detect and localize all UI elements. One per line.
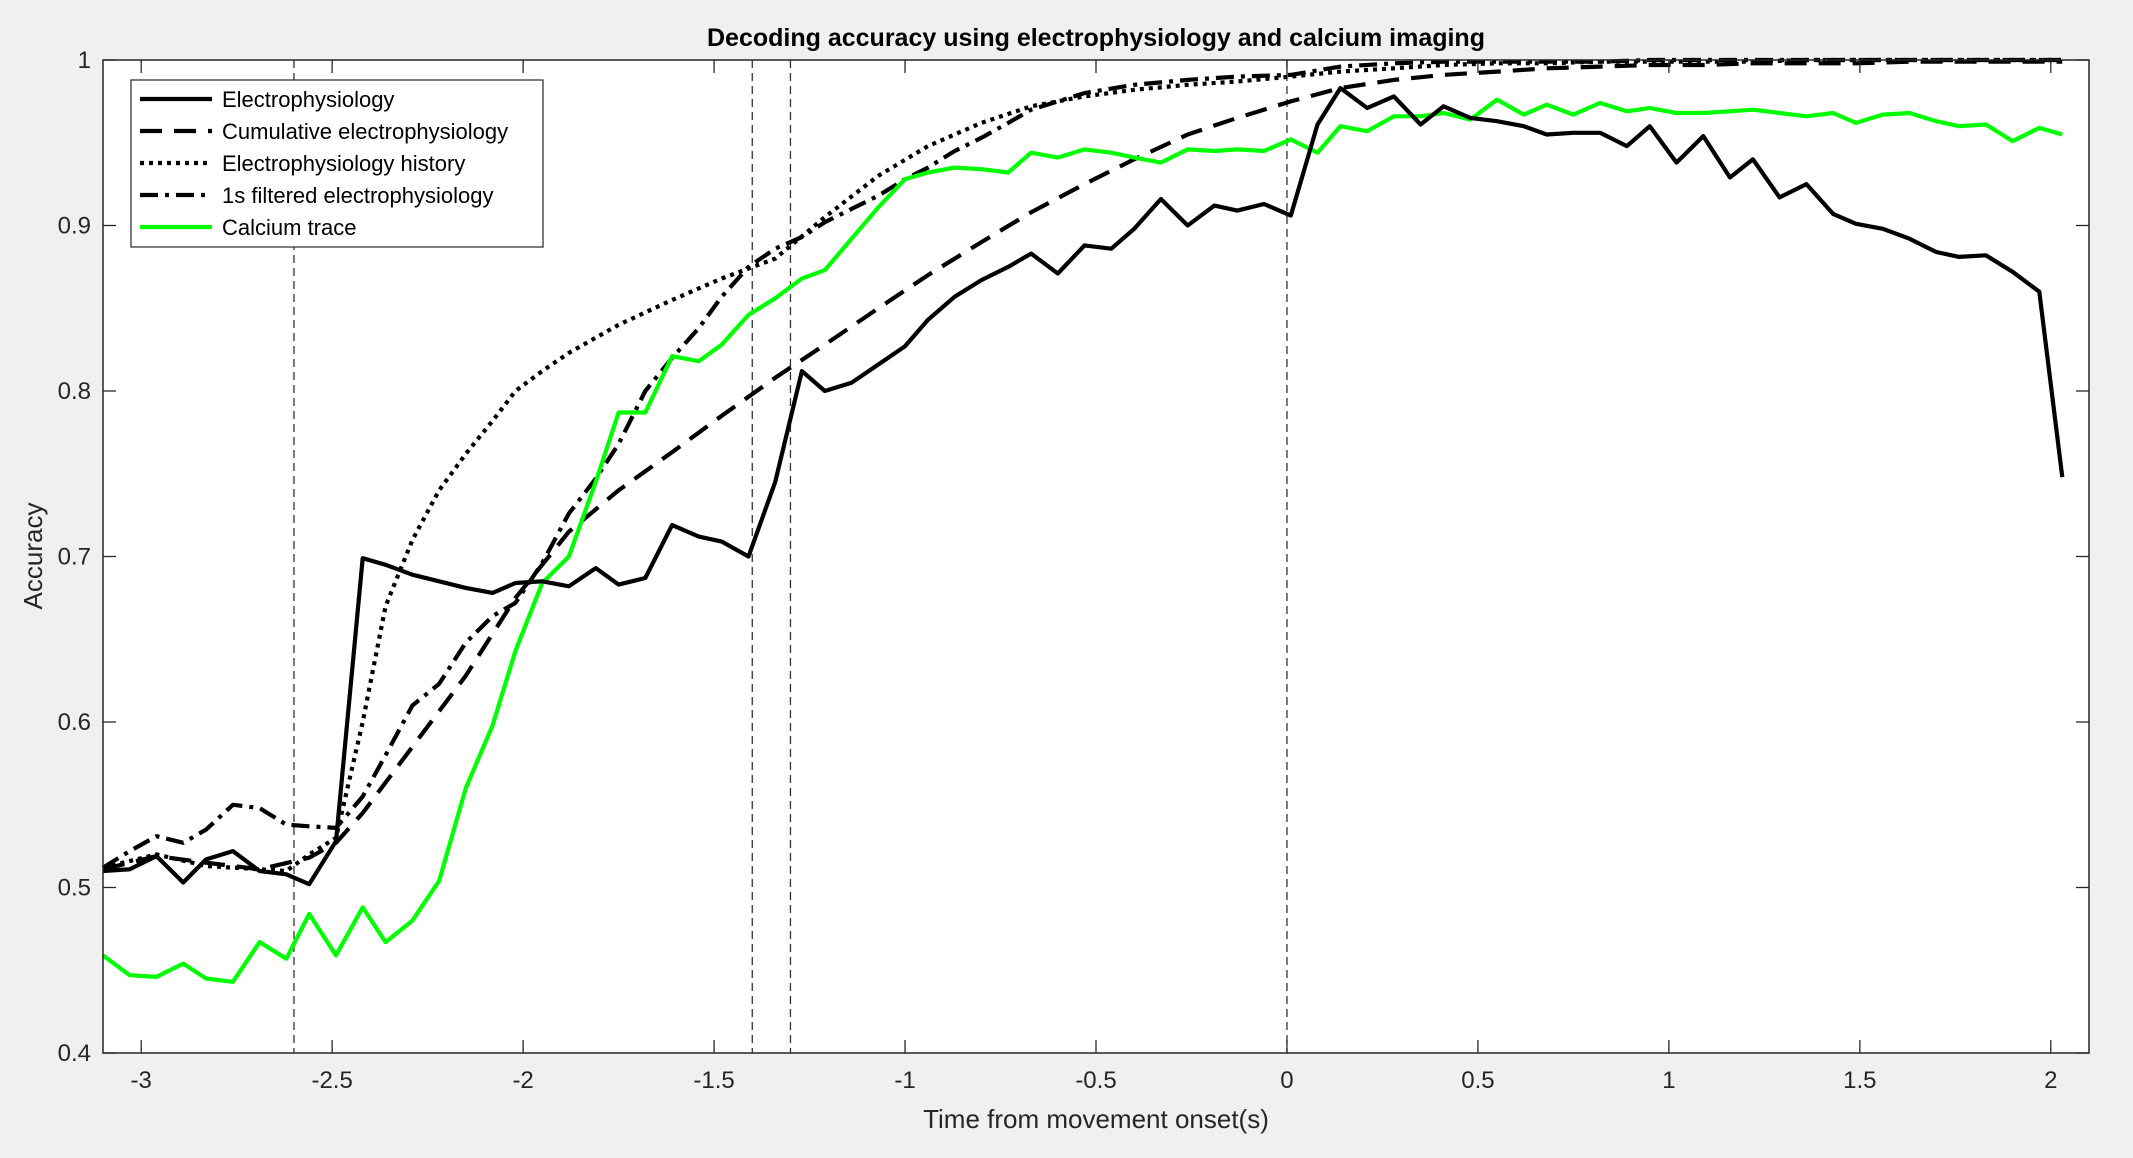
x-tick-label: 0.5 <box>1461 1067 1494 1094</box>
x-axis-label: Time from movement onset(s) <box>923 1104 1269 1134</box>
x-tick-label: -2 <box>512 1067 533 1094</box>
y-axis-ticks: 0.4 0.5 0.6 0.7 0.8 0.9 1 <box>58 47 2089 1067</box>
y-tick-label: 0.8 <box>58 378 91 405</box>
x-tick-label: 2 <box>2044 1067 2057 1094</box>
x-axis-ticks: -3 -2.5 -2 -1.5 -1 -0.5 0 0.5 1 1.5 2 <box>131 60 2057 1094</box>
x-tick-label: 0 <box>1280 1067 1293 1094</box>
y-tick-label: 0.6 <box>58 709 91 736</box>
chart-title: Decoding accuracy using electrophysiolog… <box>707 24 1485 52</box>
y-tick-label: 1 <box>78 47 91 74</box>
vertical-reference-lines <box>293 60 1288 1053</box>
legend-label: Electrophysiology <box>222 87 394 112</box>
legend-label: Electrophysiology history <box>222 151 465 176</box>
x-tick-label: -1 <box>894 1067 915 1094</box>
x-tick-label: -3 <box>131 1067 152 1094</box>
legend-label: Cumulative electrophysiology <box>222 119 508 144</box>
series-line-0 <box>102 85 2065 887</box>
series-line-4 <box>101 97 2063 984</box>
x-tick-label: -2.5 <box>311 1067 352 1094</box>
x-tick-label: -1.5 <box>693 1067 734 1094</box>
series-group <box>101 57 2065 984</box>
y-axis-label: Accuracy <box>18 503 48 610</box>
y-tick-label: 0.9 <box>58 213 91 240</box>
legend-label: Calcium trace <box>222 215 356 240</box>
y-tick-label: 0.7 <box>58 544 91 571</box>
series-line-1 <box>102 59 2063 872</box>
x-tick-label: 1 <box>1662 1067 1675 1094</box>
legend-box <box>130 79 544 248</box>
legend-label: 1s filtered electrophysiology <box>222 183 493 208</box>
y-tick-label: 0.5 <box>58 875 91 902</box>
legend: Electrophysiology Cumulative electrophysi… <box>130 79 544 248</box>
x-tick-label: -0.5 <box>1075 1067 1116 1094</box>
x-tick-label: 1.5 <box>1843 1067 1876 1094</box>
y-tick-label: 0.4 <box>58 1040 91 1067</box>
